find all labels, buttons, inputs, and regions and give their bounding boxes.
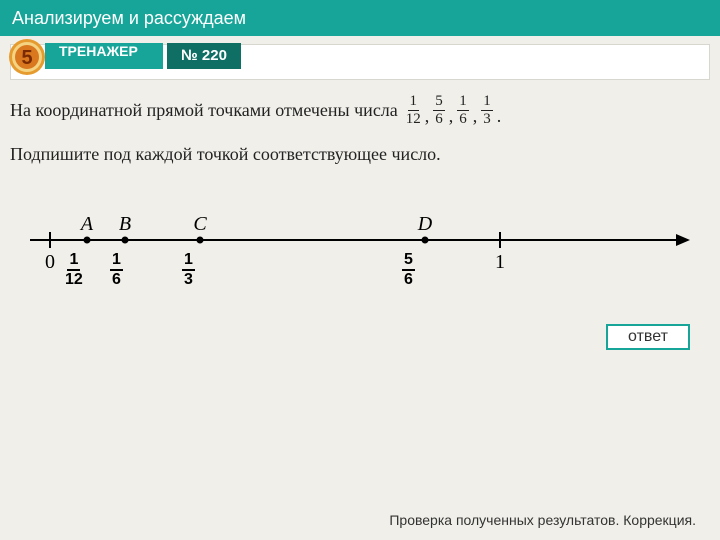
inline-fraction: 112 [406,94,421,127]
problem-text: На координатной прямой точками отмечены … [10,94,710,168]
inline-fraction: 16 [457,94,469,127]
trainer-tab: ТРЕНАЖЕР [45,43,163,69]
answer-fraction: 112 [65,252,83,288]
answer-fraction: 16 [110,252,123,288]
page-title: Анализируем и рассуждаем [12,8,246,29]
problem-fractions: 112,56,16,13. [404,94,502,127]
task-tab: № 220 [167,43,241,69]
svg-text:1: 1 [495,251,505,273]
trainer-label: ТРЕНАЖЕР [59,43,138,59]
problem-prefix: На координатной прямой точками отмечены … [10,97,398,124]
badge-number: 5 [21,47,32,69]
inline-fraction: 56 [433,94,445,127]
footer-text: Проверка полученных результатов. Коррекц… [389,512,696,528]
answer-button-label: ответ [628,328,668,346]
svg-text:A: A [79,213,94,235]
inline-fraction: 13 [481,94,493,127]
svg-text:D: D [417,213,433,235]
answer-fraction: 56 [402,252,415,288]
answer-button[interactable]: ответ [606,324,690,350]
problem-line2: Подпишите под каждой точкой соответствую… [10,141,710,168]
title-bar: Анализируем и рассуждаем [0,0,720,36]
svg-text:B: B [119,213,131,235]
problem-line1: На координатной прямой точками отмечены … [10,94,710,127]
ribbon: 5 ТРЕНАЖЕР № 220 [10,44,710,80]
svg-text:0: 0 [45,251,55,273]
page: Анализируем и рассуждаем 5 ТРЕНАЖЕР № 22… [0,0,720,540]
task-label: № 220 [181,47,227,64]
answer-fraction: 13 [182,252,195,288]
badge-icon: 5 [7,37,47,77]
svg-text:C: C [193,213,207,235]
